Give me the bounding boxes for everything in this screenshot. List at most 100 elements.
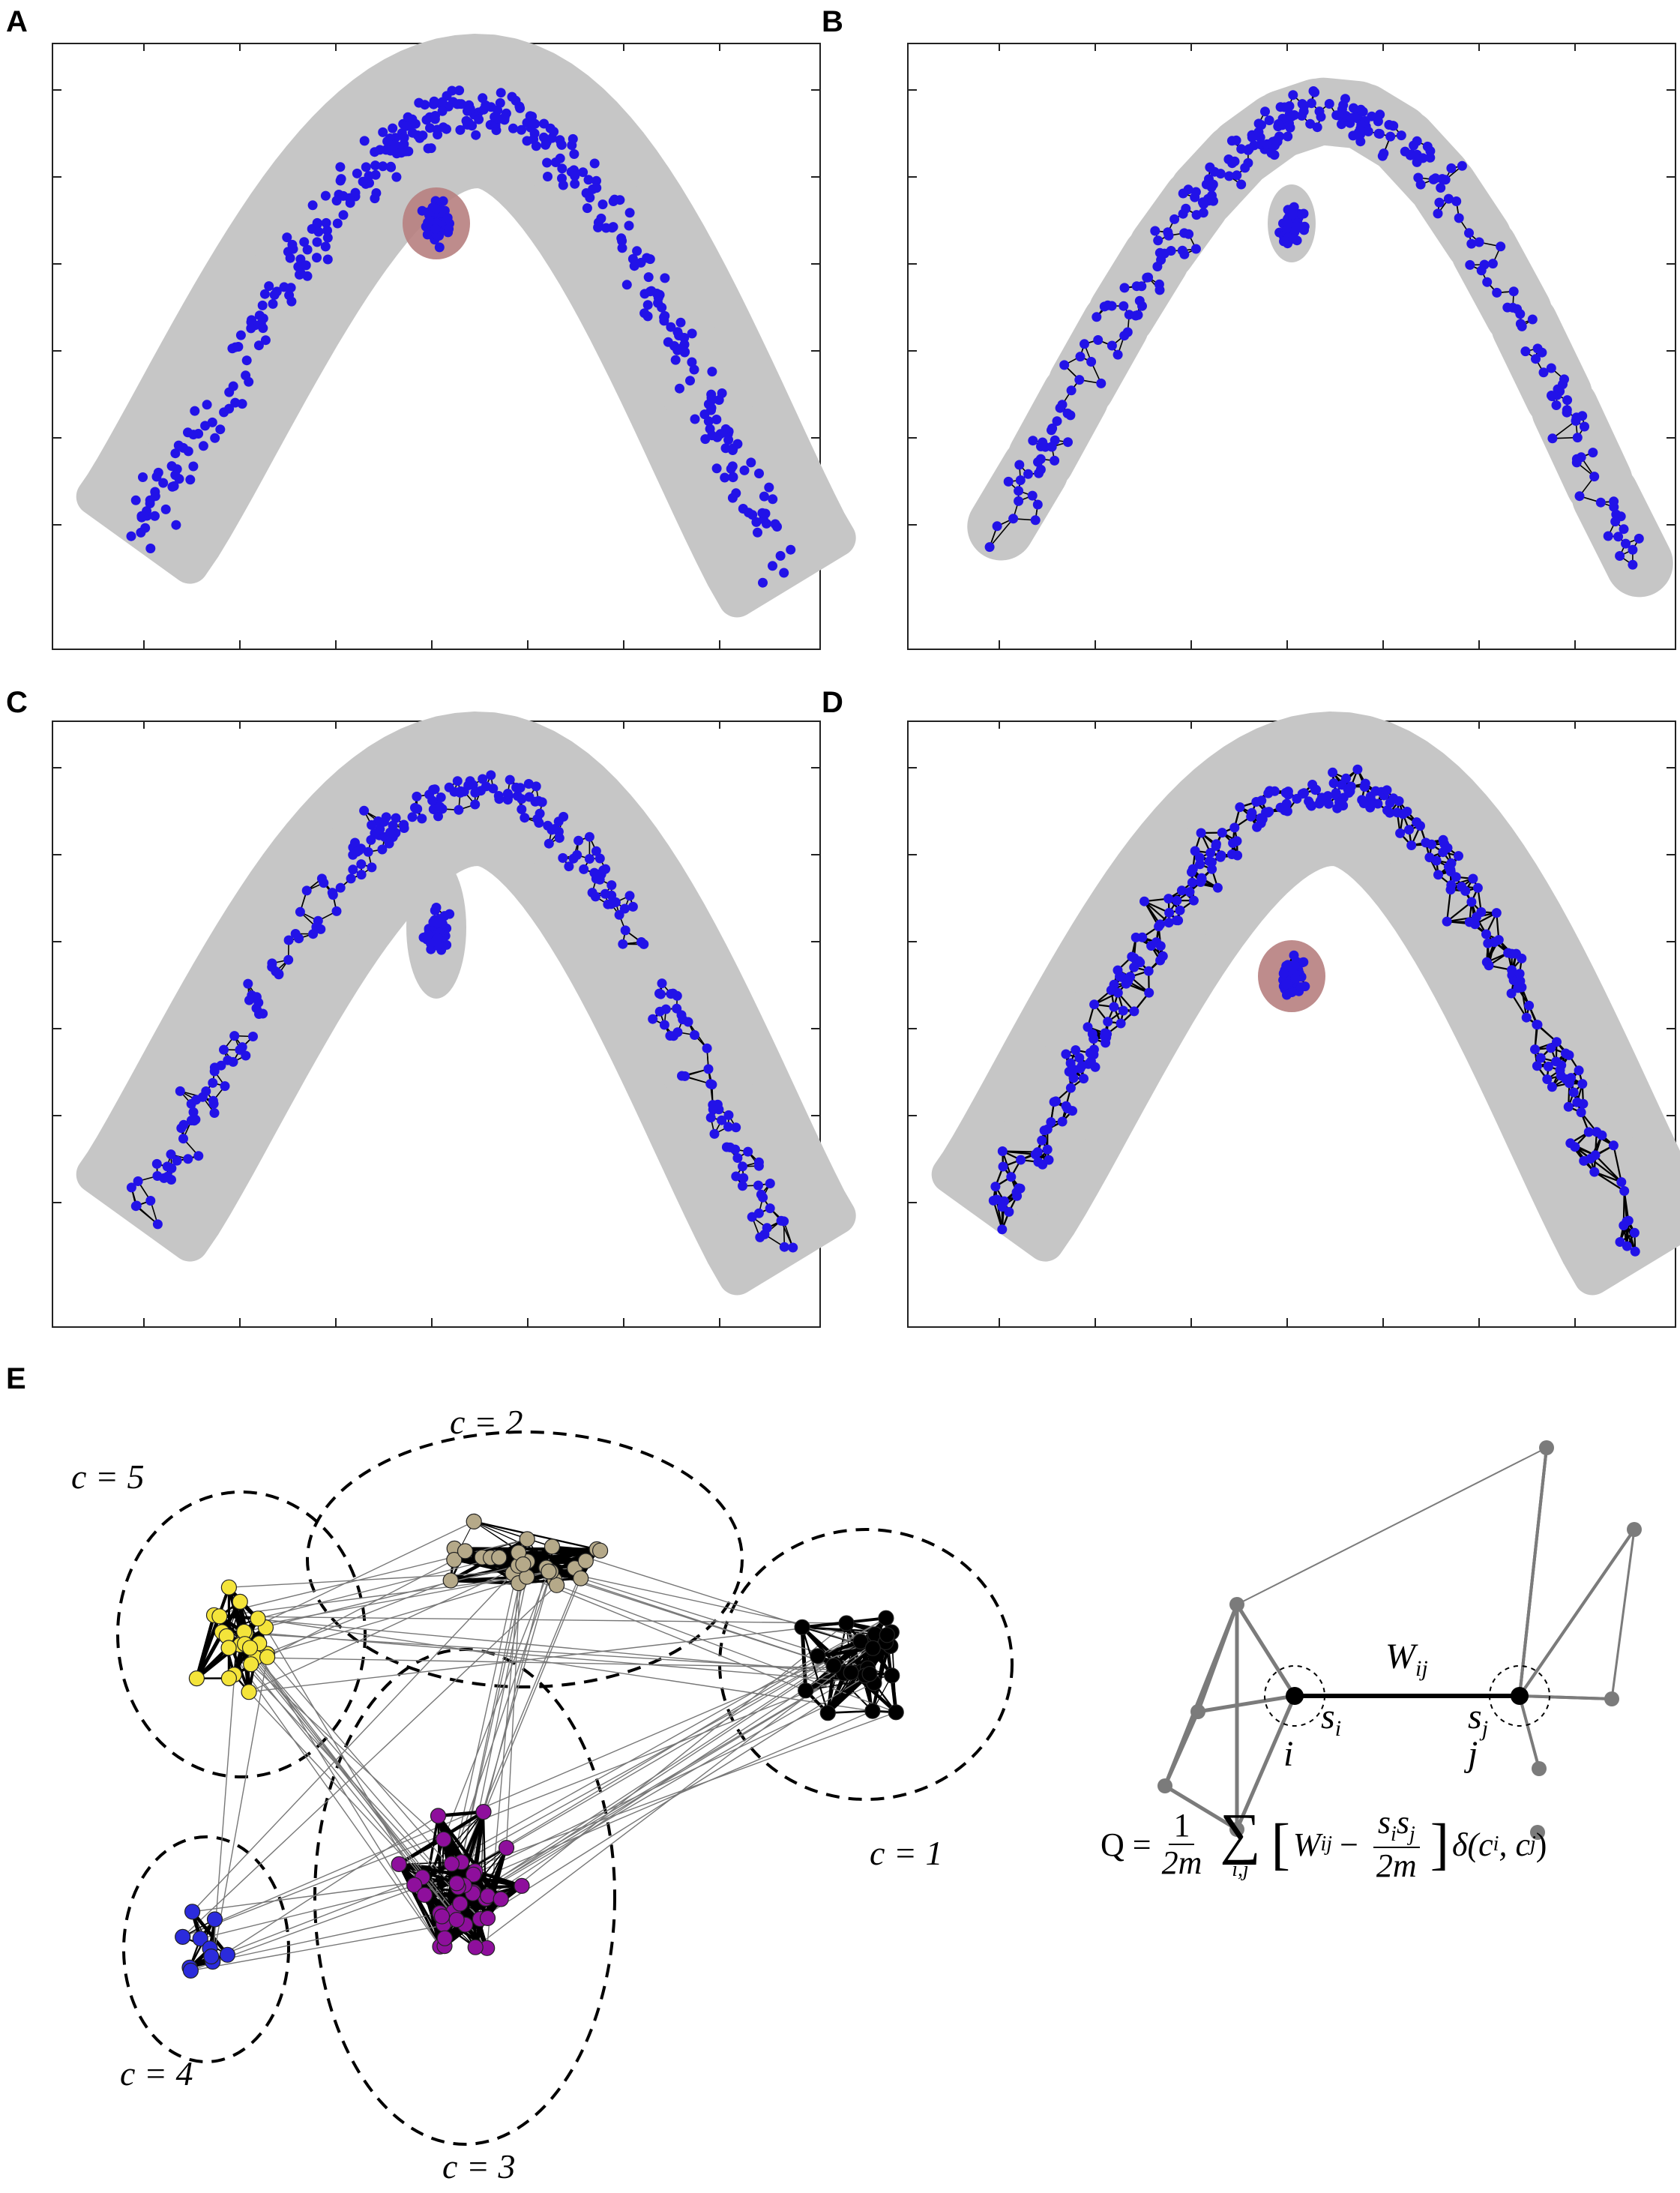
panelD-content bbox=[908, 712, 1680, 1327]
data-point bbox=[723, 1122, 733, 1132]
data-point bbox=[648, 1014, 658, 1024]
data-point bbox=[436, 792, 446, 802]
data-point bbox=[1100, 1028, 1110, 1038]
data-point bbox=[269, 289, 280, 300]
data-point bbox=[241, 370, 251, 381]
data-point bbox=[338, 210, 349, 220]
data-point bbox=[494, 794, 505, 804]
data-point bbox=[301, 260, 311, 271]
data-point bbox=[618, 939, 628, 949]
data-point bbox=[1224, 171, 1235, 181]
data-point bbox=[758, 577, 768, 588]
data-point bbox=[219, 1044, 229, 1055]
data-point bbox=[1116, 1018, 1126, 1029]
data-point bbox=[173, 440, 184, 451]
data-point bbox=[1446, 163, 1457, 173]
data-point bbox=[434, 242, 445, 253]
data-point bbox=[1089, 1050, 1099, 1060]
data-point bbox=[1568, 1087, 1579, 1098]
data-point bbox=[1038, 437, 1048, 448]
data-point bbox=[1092, 312, 1102, 322]
data-point bbox=[1616, 1177, 1627, 1188]
data-point bbox=[670, 355, 681, 365]
data-point bbox=[1564, 1050, 1574, 1060]
data-point bbox=[433, 130, 443, 139]
data-point bbox=[241, 355, 252, 366]
data-point bbox=[591, 846, 601, 856]
data-point bbox=[1035, 464, 1046, 475]
data-point bbox=[1093, 335, 1104, 345]
data-point bbox=[1425, 152, 1436, 163]
data-point bbox=[534, 818, 544, 828]
data-point bbox=[308, 929, 319, 939]
data-point bbox=[463, 119, 472, 130]
data-point bbox=[746, 457, 756, 468]
data-point bbox=[1187, 864, 1198, 874]
data-point bbox=[200, 421, 211, 431]
data-point bbox=[689, 364, 699, 375]
data-point bbox=[1531, 354, 1541, 364]
data-point bbox=[731, 1122, 741, 1133]
data-point bbox=[1634, 533, 1644, 544]
manifold-region bbox=[76, 712, 856, 1296]
data-point bbox=[703, 416, 714, 427]
data-point bbox=[555, 153, 565, 163]
data-point bbox=[425, 123, 435, 133]
data-point bbox=[1023, 469, 1033, 479]
data-point bbox=[228, 381, 238, 391]
data-point bbox=[1217, 828, 1227, 838]
data-point bbox=[1482, 277, 1493, 287]
data-point bbox=[539, 118, 550, 129]
data-point bbox=[753, 1208, 764, 1218]
data-point bbox=[672, 1027, 683, 1038]
data-point bbox=[1137, 932, 1148, 942]
data-point bbox=[427, 795, 438, 806]
data-point bbox=[760, 508, 771, 519]
data-point bbox=[1349, 103, 1358, 113]
data-point bbox=[126, 531, 136, 541]
data-point bbox=[412, 130, 423, 140]
data-point bbox=[1628, 544, 1638, 555]
data-point bbox=[151, 1158, 162, 1169]
data-point bbox=[1555, 386, 1565, 397]
data-point bbox=[417, 813, 427, 824]
data-point bbox=[1260, 106, 1270, 117]
data-point bbox=[705, 424, 715, 434]
data-point bbox=[1341, 773, 1351, 783]
data-point bbox=[1576, 1107, 1586, 1118]
data-point bbox=[367, 862, 377, 873]
data-point bbox=[1340, 94, 1350, 104]
data-point bbox=[286, 296, 297, 307]
data-point bbox=[660, 273, 670, 283]
data-point bbox=[768, 494, 778, 505]
data-point bbox=[1355, 136, 1366, 147]
data-point bbox=[1205, 162, 1215, 172]
data-point bbox=[403, 112, 413, 122]
data-point bbox=[1382, 805, 1392, 816]
data-point bbox=[517, 804, 527, 814]
data-point bbox=[668, 988, 678, 999]
data-point bbox=[556, 139, 567, 149]
data-point bbox=[1106, 985, 1116, 996]
data-point bbox=[295, 906, 305, 917]
data-point bbox=[515, 783, 526, 793]
data-point bbox=[319, 878, 329, 888]
data-point bbox=[675, 317, 686, 328]
data-point bbox=[470, 787, 481, 798]
data-point bbox=[1264, 807, 1274, 817]
data-point bbox=[591, 183, 602, 193]
data-point bbox=[1385, 131, 1396, 142]
data-point bbox=[264, 281, 274, 292]
data-point bbox=[1542, 1074, 1553, 1084]
data-point bbox=[183, 1154, 193, 1164]
data-point bbox=[1331, 110, 1342, 121]
data-point bbox=[423, 930, 433, 940]
data-point bbox=[1039, 1125, 1050, 1136]
data-point bbox=[593, 222, 603, 232]
data-point bbox=[659, 1020, 669, 1030]
data-point bbox=[1623, 1215, 1634, 1226]
data-point bbox=[564, 861, 574, 872]
data-point bbox=[672, 345, 683, 355]
data-point bbox=[1472, 882, 1483, 893]
data-point bbox=[361, 162, 371, 172]
